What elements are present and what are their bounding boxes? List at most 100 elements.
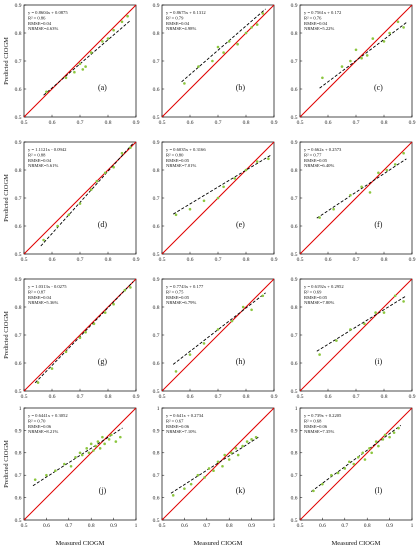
x-tick-label: 0.8 xyxy=(381,394,388,400)
x-tick-label: 0.6 xyxy=(49,394,56,400)
data-point xyxy=(129,146,132,149)
stat-r2: R² = 0.70 xyxy=(28,418,46,423)
regression-line xyxy=(34,281,134,384)
data-point xyxy=(101,40,104,43)
data-point xyxy=(349,328,352,331)
stat-equation: y = 0.6192x + 0.2952 xyxy=(304,284,344,289)
regression-line xyxy=(40,142,134,247)
plot-frame xyxy=(23,407,137,521)
y-tick-label: 0.5 xyxy=(15,518,22,524)
stat-nrmse: NRMSE=7.80% xyxy=(304,300,334,305)
data-point xyxy=(347,460,351,464)
data-point xyxy=(64,350,68,354)
data-point xyxy=(120,20,124,24)
data-point xyxy=(374,440,378,443)
data-point xyxy=(352,462,356,466)
one-to-one-line xyxy=(299,141,413,255)
data-point xyxy=(396,20,400,24)
y-tick-label: 0.7 xyxy=(291,333,298,339)
data-point xyxy=(103,311,107,314)
y-tick-label: 0.9 xyxy=(15,277,22,283)
data-point xyxy=(371,37,375,40)
data-point xyxy=(89,51,93,54)
y-tick-label: 0.7 xyxy=(153,196,160,202)
data-point xyxy=(321,76,324,80)
one-to-one-line xyxy=(161,278,275,392)
y-tick-label: 0.8 xyxy=(15,451,22,457)
x-tick-label: 0.7 xyxy=(203,523,210,529)
chart-panel: 0.5 0.6 0.7 0.8 0.9 1 0.5 0.6 0.7 0.8 0.9 1 y = 0.64… xyxy=(15,406,138,529)
one-to-one-line xyxy=(299,278,413,392)
chart-panel: 0.5 0.6 0.7 0.8 0.9 0.5 0.6 0.7 0.8 0.9 y = 0.662x… xyxy=(291,140,416,263)
data-point xyxy=(402,151,405,155)
stat-nrmse: NRMSE=4.98% xyxy=(166,26,196,31)
y-tick-label: 0.6 xyxy=(153,224,160,230)
stat-r2: R² = 0.75 xyxy=(166,289,184,294)
data-point xyxy=(244,168,248,172)
data-point xyxy=(254,435,258,439)
panel-letter: (l) xyxy=(375,486,383,495)
one-to-one-line xyxy=(23,407,137,521)
y-tick-label: 0.6 xyxy=(15,87,22,93)
plot-frame xyxy=(299,407,413,521)
y-tick-label: 0.6 xyxy=(153,496,160,502)
data-point xyxy=(119,435,122,439)
x-tick-label: 0.9 xyxy=(409,257,416,263)
panel-letter: (d) xyxy=(98,220,108,229)
chart-panel: 0.5 0.6 0.7 0.8 0.9 0.5 0.6 0.7 0.8 0.9 y = 0.6192… xyxy=(291,277,416,400)
regression-line xyxy=(316,295,407,352)
stat-rmse: RMSE=0.04 xyxy=(28,21,52,26)
stat-equation: y = 1.1121x - 0.0942 xyxy=(28,147,67,152)
x-tick-label: 0.8 xyxy=(381,257,388,263)
panel-letter: (a) xyxy=(98,83,107,92)
data-point xyxy=(63,462,66,466)
data-point xyxy=(236,42,239,46)
y-tick-label: 0.5 xyxy=(153,389,160,395)
regression-line xyxy=(172,292,266,365)
x-tick-label: 0.9 xyxy=(271,257,278,263)
data-point xyxy=(223,453,227,457)
data-point xyxy=(96,440,100,443)
x-tick-label: 0.7 xyxy=(77,120,84,126)
stat-nrmse: NRMSE=7.01% xyxy=(166,163,196,168)
data-point xyxy=(216,196,220,200)
data-point xyxy=(207,467,211,470)
one-to-one-line xyxy=(23,141,137,255)
data-point xyxy=(335,339,338,342)
chart-panel: 0.5 0.6 0.7 0.8 0.9 0.5 0.6 0.7 0.8 0.9 y = 0.8675… xyxy=(153,3,278,126)
data-point xyxy=(383,433,387,437)
data-point xyxy=(188,353,192,356)
y-tick-label: 0.8 xyxy=(291,31,298,37)
x-tick-label: 0.9 xyxy=(248,523,255,529)
stat-rmse: RMSE=0.05 xyxy=(166,295,190,300)
stat-nrmse: NRMSE=4.63% xyxy=(28,26,58,31)
data-point xyxy=(250,26,253,29)
data-point xyxy=(123,288,127,292)
panel-letter: (k) xyxy=(236,486,246,495)
data-point xyxy=(197,65,200,68)
y-tick-label: 0.5 xyxy=(153,115,160,121)
y-axis-title: Predicted CIOGM xyxy=(3,37,10,85)
x-tick-label: 0.9 xyxy=(271,120,278,126)
data-point xyxy=(244,31,248,35)
y-tick-label: 0.9 xyxy=(291,428,298,434)
y-tick-label: 0.9 xyxy=(15,428,22,434)
data-point xyxy=(340,65,344,68)
y-tick-label: 0.5 xyxy=(291,518,298,524)
y-tick-label: 0.6 xyxy=(291,496,298,502)
x-tick-label: 0.9 xyxy=(133,257,140,263)
stat-nrmse: NRMSE=6.79% xyxy=(166,300,196,305)
data-point xyxy=(183,487,186,490)
y-tick-label: 1 xyxy=(19,406,22,412)
x-tick-label: 0.6 xyxy=(49,120,56,126)
data-point xyxy=(241,444,244,448)
data-point xyxy=(45,473,48,477)
x-tick-label: 0.6 xyxy=(325,120,332,126)
panel-letter: (j) xyxy=(99,486,107,495)
x-tick-label: 0.8 xyxy=(226,523,233,529)
y-tick-label: 0.8 xyxy=(291,305,298,311)
data-point xyxy=(222,185,225,189)
chart-panel: 0.5 0.6 0.7 0.8 0.9 0.5 0.6 0.7 0.8 0.9 y = 0.7743… xyxy=(153,277,278,400)
x-tick-label: 0.8 xyxy=(243,257,250,263)
